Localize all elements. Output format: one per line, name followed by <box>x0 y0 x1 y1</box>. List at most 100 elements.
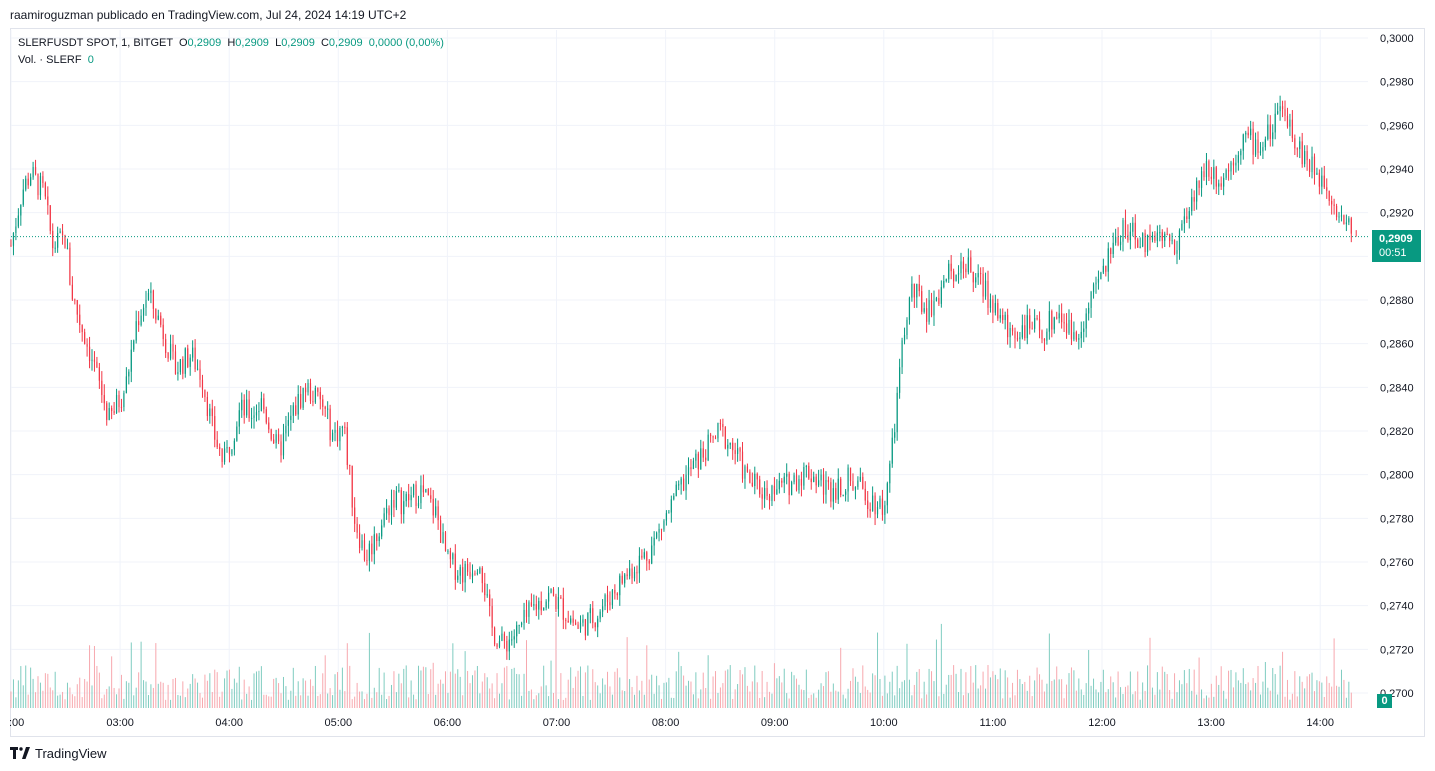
candle-body <box>857 480 859 487</box>
volume-bar <box>219 696 221 708</box>
candle-body <box>1078 338 1080 340</box>
volume-bar <box>825 672 827 708</box>
candle-body <box>341 426 343 428</box>
close-key: C <box>320 37 329 49</box>
candle-body <box>1119 241 1122 245</box>
volume-bar <box>869 692 871 708</box>
volume-bar <box>818 689 820 708</box>
candle-body <box>1137 239 1139 248</box>
candle-body <box>793 475 795 483</box>
volume-bar <box>668 677 670 708</box>
candle-body <box>717 422 719 439</box>
candle-body <box>498 641 501 647</box>
tradingview-footer[interactable]: TradingView <box>10 744 107 762</box>
volume-bar <box>157 683 159 708</box>
candle-body <box>444 532 447 552</box>
volume-bar <box>366 693 368 708</box>
volume-bar <box>1174 673 1176 708</box>
volume-bar <box>1240 682 1242 708</box>
volume-bar <box>1093 678 1095 708</box>
volume-bar <box>1137 671 1139 708</box>
high-key: H <box>227 37 236 49</box>
volume-bar <box>967 693 969 708</box>
volume-bar <box>1262 681 1264 708</box>
volume-bar <box>1041 679 1043 708</box>
candle-body <box>899 367 901 393</box>
candle-body <box>1151 235 1154 240</box>
volume-bar <box>356 682 358 708</box>
volume-bar <box>545 685 547 708</box>
volume-bar <box>646 645 648 708</box>
volume-bar <box>751 681 753 708</box>
volume-bar <box>437 683 439 708</box>
candle-body <box>334 429 336 433</box>
volume-bar <box>432 662 434 708</box>
volume-bar <box>847 688 849 708</box>
candle-body <box>867 500 869 509</box>
volume-bar <box>550 660 552 708</box>
symbol-label[interactable]: SLERFUSDT SPOT, 1, BITGET <box>18 37 173 49</box>
volume-bar <box>960 668 962 708</box>
candle-body <box>103 395 105 404</box>
candle-body <box>1323 175 1325 188</box>
candle-body <box>155 308 157 320</box>
candle-body <box>1335 205 1338 218</box>
candle-body <box>628 568 631 577</box>
candle-body <box>1326 187 1328 191</box>
volume-bar <box>837 691 839 708</box>
price-tick-label: 0,2820 <box>1380 426 1414 438</box>
volume-bar <box>791 671 793 708</box>
candle-body <box>545 601 547 608</box>
volume-bar <box>597 685 599 708</box>
volume-bar <box>27 694 29 708</box>
volume-bar <box>1326 676 1328 708</box>
volume-bar <box>1151 687 1153 708</box>
chart-grid <box>10 30 1368 708</box>
volume-bar <box>1235 672 1237 708</box>
volume-bar <box>1068 673 1070 708</box>
candle-body <box>616 593 618 596</box>
candle-body <box>309 383 312 401</box>
volume-bar <box>754 665 756 708</box>
candle-body <box>439 520 442 543</box>
volume-bar <box>538 693 540 708</box>
candle-body <box>219 447 221 450</box>
volume-bar <box>464 651 466 708</box>
volume-bar <box>459 676 461 708</box>
volume-bar <box>562 699 564 708</box>
volume-bar <box>1012 682 1014 708</box>
candle-body <box>1200 171 1203 188</box>
volume-bar <box>258 670 260 708</box>
candle-countdown: 00:51 <box>1379 247 1407 259</box>
candle-body <box>1063 322 1065 324</box>
candle-body <box>533 604 535 606</box>
candle-body <box>376 534 378 542</box>
candle-body <box>74 299 76 301</box>
candle-body <box>791 482 793 496</box>
time-tick-label: 14:00 <box>1306 717 1334 729</box>
volume-bar <box>994 674 996 708</box>
candle-body <box>680 478 682 485</box>
volume-bar <box>859 692 861 708</box>
volume-label[interactable]: Vol. · SLERF <box>18 54 82 66</box>
candle-body <box>565 619 567 621</box>
time-tick-label: :00 <box>9 717 24 729</box>
volume-bar <box>1210 683 1212 708</box>
volume-bar <box>778 676 780 708</box>
volume-bar <box>135 687 137 708</box>
volume-bar <box>771 693 773 708</box>
volume-bar <box>1196 694 1198 708</box>
candle-body <box>435 506 437 516</box>
volume-bar <box>305 680 307 708</box>
volume-bar <box>972 682 974 708</box>
volume-bar <box>1269 690 1271 708</box>
candle-body <box>1024 325 1026 339</box>
candle-body <box>513 636 515 640</box>
volume-bar <box>160 681 162 708</box>
volume-bar <box>1004 670 1006 708</box>
volume-bar <box>49 687 51 708</box>
volume-bar <box>221 691 223 708</box>
volume-bar <box>1259 694 1261 708</box>
volume-bar <box>548 696 550 708</box>
